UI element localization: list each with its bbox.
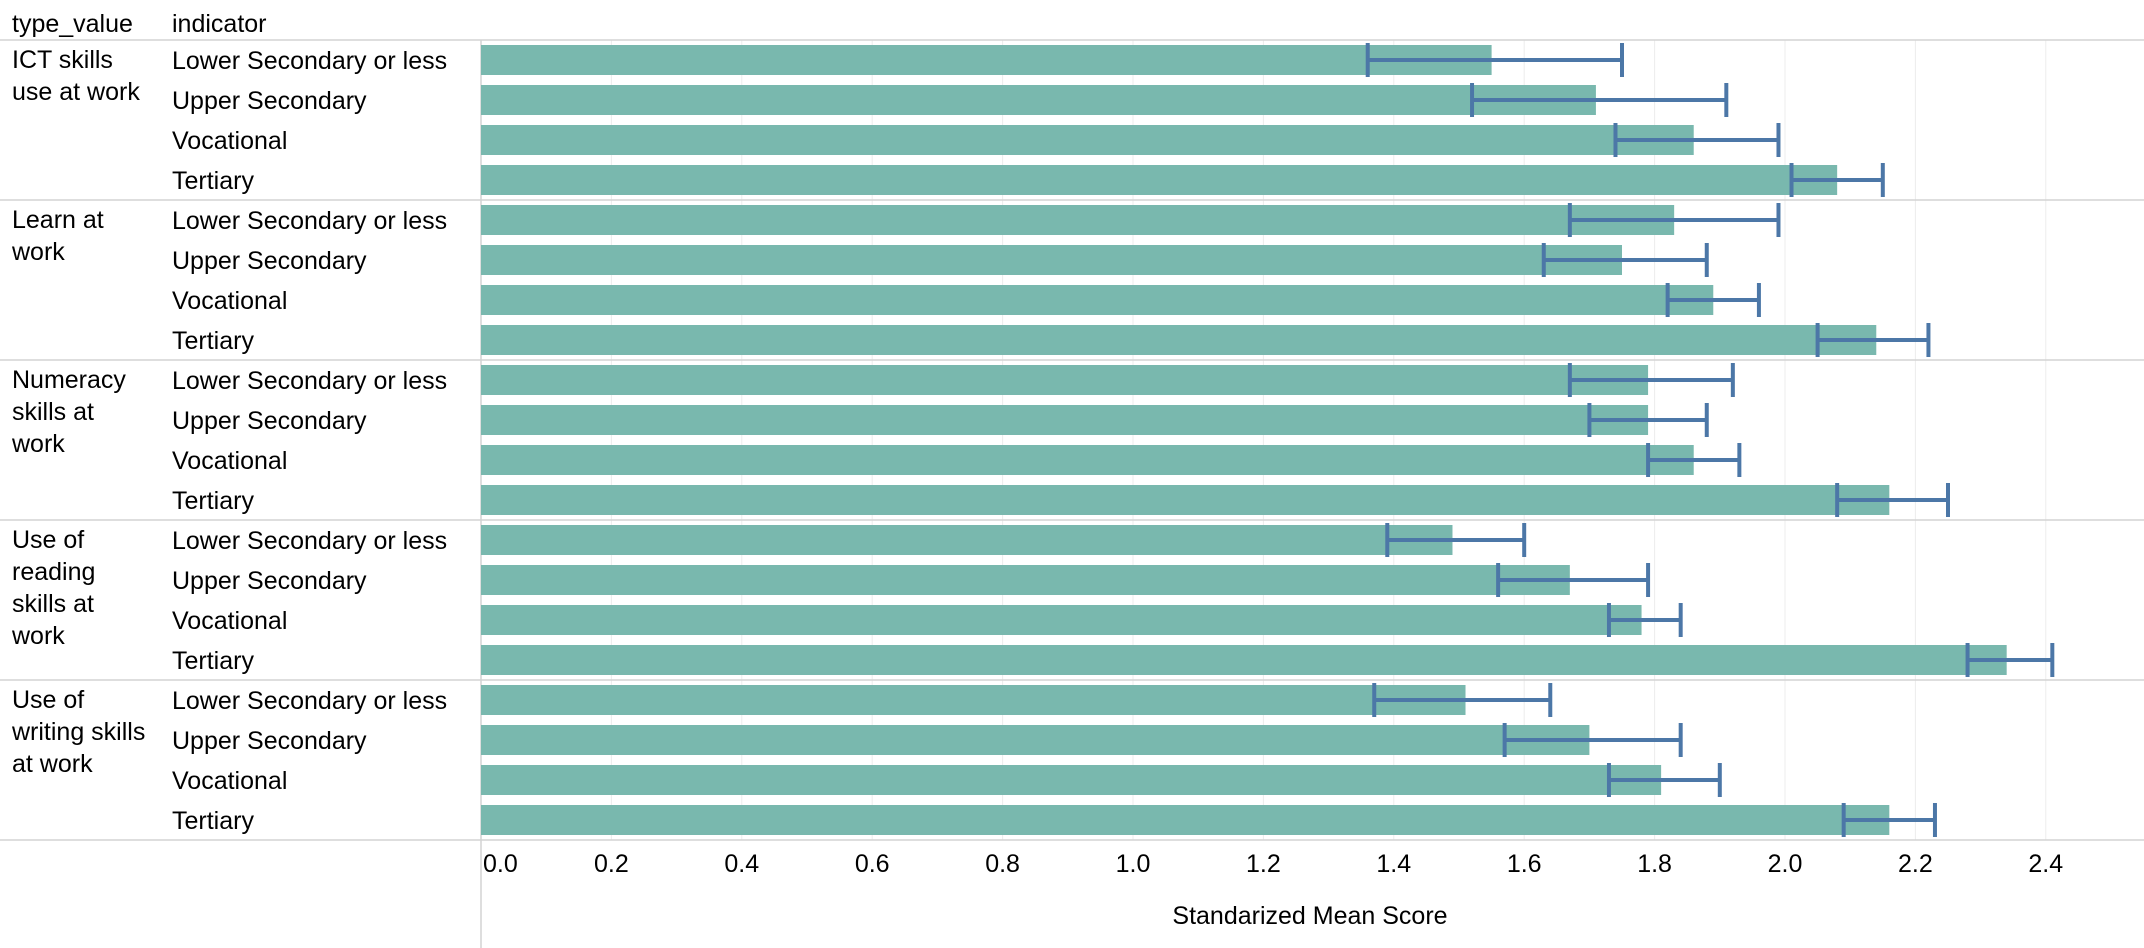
group-label: Learn at [12, 206, 104, 234]
bar [481, 405, 1649, 435]
category-label: Vocational [172, 607, 287, 635]
x-tick-label: 0.0 [483, 850, 518, 878]
category-label: Tertiary [172, 647, 254, 675]
x-tick-label: 1.0 [1116, 850, 1151, 878]
category-labels: Lower Secondary or less Upper Secondary Vo… [172, 47, 447, 835]
x-tick-label: 1.6 [1507, 850, 1542, 878]
category-label: Upper Secondary [172, 247, 367, 275]
group-label: at work [12, 750, 93, 778]
error-bar [1789, 163, 1885, 197]
x-axis-title: Standarized Mean Score [1172, 902, 1447, 930]
bar [481, 325, 1877, 355]
category-label: Tertiary [172, 167, 254, 195]
error-bars [1365, 43, 2055, 837]
group-label: Use of [12, 526, 84, 554]
group-label: writing skills [11, 718, 145, 746]
category-label: Vocational [172, 447, 287, 475]
grid-lines [480, 40, 2047, 840]
category-label: Upper Secondary [172, 567, 367, 595]
row-separators [0, 39, 2144, 948]
category-label: Lower Secondary or less [172, 527, 447, 555]
bar [481, 205, 1675, 235]
x-axis: 0.0 0.2 0.4 0.6 0.8 1.0 1.2 1.4 1.6 1.8 2.0 2.2 2.4 [483, 850, 2063, 878]
bar [481, 445, 1694, 475]
error-bar [1965, 643, 2055, 677]
category-label: Upper Secondary [172, 727, 367, 755]
x-tick-label: 1.8 [1637, 850, 1672, 878]
bar [481, 45, 1492, 75]
group-label: work [11, 430, 65, 458]
bar [481, 525, 1453, 555]
bar [481, 645, 2007, 675]
category-label: Tertiary [172, 807, 254, 835]
bar [481, 285, 1714, 315]
bar [481, 485, 1890, 515]
group-label: skills at [12, 590, 94, 618]
error-bar [1365, 43, 1624, 77]
header-indicator: indicator [172, 10, 267, 38]
x-tick-label: 0.8 [985, 850, 1020, 878]
group-label: Numeracy [12, 366, 126, 394]
error-bar [1613, 123, 1781, 157]
group-label: Use of [12, 686, 84, 714]
x-tick-label: 2.4 [2028, 850, 2063, 878]
category-label: Lower Secondary or less [172, 207, 447, 235]
group-label: work [11, 622, 65, 650]
bar [481, 765, 1662, 795]
error-bar [1541, 243, 1709, 277]
error-bar [1835, 483, 1950, 517]
group-label: skills at [12, 398, 94, 426]
error-bar [1665, 283, 1761, 317]
error-bar [1646, 443, 1742, 477]
bar [481, 245, 1622, 275]
category-label: Tertiary [172, 327, 254, 355]
group-label: ICT skills [12, 46, 113, 74]
error-bar [1567, 363, 1735, 397]
x-tick-label: 1.4 [1376, 850, 1411, 878]
category-label: Upper Secondary [172, 407, 367, 435]
bar [481, 125, 1694, 155]
group-labels: ICT skills use at work Learn at work Numerac… [11, 46, 145, 778]
error-bar [1567, 203, 1781, 237]
category-label: Upper Secondary [172, 87, 367, 115]
category-label: Vocational [172, 287, 287, 315]
category-label: Lower Secondary or less [172, 687, 447, 715]
group-label: use at work [12, 78, 140, 106]
error-bar [1587, 403, 1709, 437]
group-label: reading [12, 558, 95, 586]
header-type-value: type_value [12, 10, 133, 38]
category-label: Lower Secondary or less [172, 47, 447, 75]
x-tick-label: 2.2 [1898, 850, 1933, 878]
error-bar [1606, 763, 1722, 797]
bar [481, 725, 1590, 755]
error-bar [1841, 803, 1937, 837]
error-bar [1815, 323, 1931, 357]
error-bar [1502, 723, 1683, 757]
bar [481, 85, 1596, 115]
bar [481, 605, 1642, 635]
error-bar [1606, 603, 1683, 637]
bar [481, 365, 1649, 395]
x-tick-label: 2.0 [1768, 850, 1803, 878]
bar [481, 685, 1466, 715]
group-label: work [11, 238, 65, 266]
bars [481, 45, 2007, 835]
bar [481, 565, 1570, 595]
x-tick-label: 0.6 [855, 850, 890, 878]
bar [481, 165, 1838, 195]
error-bar [1496, 563, 1651, 597]
x-tick-label: 1.2 [1246, 850, 1281, 878]
category-label: Vocational [172, 767, 287, 795]
error-bar [1385, 523, 1527, 557]
category-label: Vocational [172, 127, 287, 155]
x-tick-label: 0.4 [724, 850, 759, 878]
category-label: Tertiary [172, 487, 254, 515]
error-bar [1372, 683, 1553, 717]
category-label: Lower Secondary or less [172, 367, 447, 395]
x-tick-label: 0.2 [594, 850, 629, 878]
bar [481, 805, 1890, 835]
error-bar [1470, 83, 1729, 117]
